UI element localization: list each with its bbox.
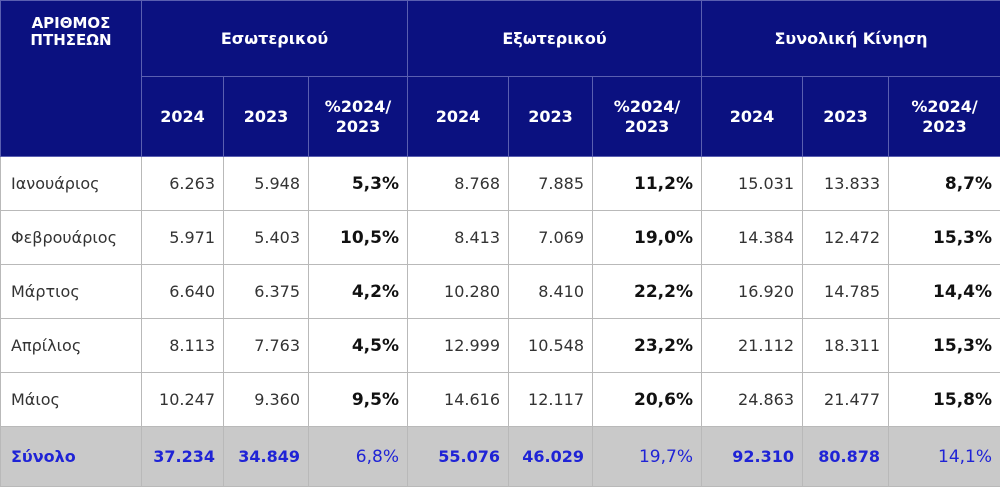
group-header-total: Συνολική Κίνηση bbox=[700, 0, 1000, 77]
pct-change-cell: 22,2% bbox=[592, 264, 702, 319]
pct-change-cell: 20,6% bbox=[592, 372, 702, 427]
pct-change-cell: 15,8% bbox=[887, 372, 1000, 427]
total-row: Σύνολο 37.234 34.849 6,8% 55.076 46.029 19,7% 9… bbox=[0, 426, 1000, 487]
value-cell: 37.234 bbox=[141, 426, 224, 487]
value-cell: 55.076 bbox=[407, 426, 509, 487]
pct-change-cell: 14,4% bbox=[887, 264, 1000, 319]
value-cell: 14.616 bbox=[407, 372, 509, 427]
month-cell: Μάρτιος bbox=[0, 264, 142, 319]
value-cell: 6.640 bbox=[141, 264, 224, 319]
value-cell: 10.548 bbox=[508, 318, 593, 373]
value-cell: 5.948 bbox=[223, 156, 309, 211]
subheader-2023: 2023 bbox=[223, 76, 309, 157]
subheader-2024: 2024 bbox=[407, 76, 509, 157]
subheader-pct: %2024/ 2023 bbox=[592, 76, 702, 157]
value-cell: 8.413 bbox=[407, 210, 509, 265]
table-row: Απρίλιος 8.113 7.763 4,5% 12.999 10.548 23,2% 2… bbox=[0, 318, 1000, 373]
value-cell: 5.971 bbox=[141, 210, 224, 265]
value-cell: 21.477 bbox=[802, 372, 889, 427]
table-row: Ιανουάριος 6.263 5.948 5,3% 8.768 7.885 11,2% 1… bbox=[0, 156, 1000, 211]
value-cell: 8.768 bbox=[407, 156, 509, 211]
value-cell: 15.031 bbox=[701, 156, 803, 211]
subheader-pct: %2024/ 2023 bbox=[308, 76, 408, 157]
total-label: Σύνολο bbox=[0, 426, 142, 487]
pct-change-cell: 11,2% bbox=[592, 156, 702, 211]
value-cell: 9.360 bbox=[223, 372, 309, 427]
value-cell: 14.785 bbox=[802, 264, 889, 319]
value-cell: 12.117 bbox=[508, 372, 593, 427]
pct-change-cell: 4,2% bbox=[308, 264, 408, 319]
value-cell: 5.403 bbox=[223, 210, 309, 265]
value-cell: 21.112 bbox=[701, 318, 803, 373]
value-cell: 6.375 bbox=[223, 264, 309, 319]
pct-change-cell: 15,3% bbox=[887, 210, 1000, 265]
month-cell: Μάιος bbox=[0, 372, 142, 427]
subheader-2023: 2023 bbox=[802, 76, 889, 157]
pct-change-cell: 4,5% bbox=[308, 318, 408, 373]
value-cell: 24.863 bbox=[701, 372, 803, 427]
pct-change-cell: 19,7% bbox=[592, 426, 702, 487]
value-cell: 7.763 bbox=[223, 318, 309, 373]
value-cell: 18.311 bbox=[802, 318, 889, 373]
corner-line-2: ΠΤΗΣΕΩΝ bbox=[30, 31, 112, 49]
subheader-pct: %2024/ 2023 bbox=[887, 76, 1000, 157]
value-cell: 34.849 bbox=[223, 426, 309, 487]
month-cell: Ιανουάριος bbox=[0, 156, 142, 211]
value-cell: 92.310 bbox=[701, 426, 803, 487]
table-body: Ιανουάριος 6.263 5.948 5,3% 8.768 7.885 11,2% 1… bbox=[0, 156, 1000, 487]
table-row: Μάιος 10.247 9.360 9,5% 14.616 12.117 20,6% 24.… bbox=[0, 372, 1000, 427]
value-cell: 80.878 bbox=[802, 426, 889, 487]
table-row: Φεβρουάριος 5.971 5.403 10,5% 8.413 7.069 19,0… bbox=[0, 210, 1000, 265]
group-header-domestic: Εσωτερικού bbox=[141, 0, 408, 77]
value-cell: 12.472 bbox=[802, 210, 889, 265]
value-cell: 7.069 bbox=[508, 210, 593, 265]
pct-change-cell: 14,1% bbox=[887, 426, 1000, 487]
value-cell: 10.247 bbox=[141, 372, 224, 427]
value-cell: 16.920 bbox=[701, 264, 803, 319]
value-cell: 14.384 bbox=[701, 210, 803, 265]
subheader-2024: 2024 bbox=[701, 76, 803, 157]
group-header-international: Εξωτερικού bbox=[407, 0, 702, 77]
subheader-2023: 2023 bbox=[508, 76, 593, 157]
value-cell: 8.113 bbox=[141, 318, 224, 373]
pct-change-cell: 23,2% bbox=[592, 318, 702, 373]
pct-change-cell: 15,3% bbox=[887, 318, 1000, 373]
pct-change-cell: 19,0% bbox=[592, 210, 702, 265]
pct-change-cell: 6,8% bbox=[308, 426, 408, 487]
value-cell: 6.263 bbox=[141, 156, 224, 211]
table-row: Μάρτιος 6.640 6.375 4,2% 10.280 8.410 22,2% 16.… bbox=[0, 264, 1000, 319]
value-cell: 12.999 bbox=[407, 318, 509, 373]
subheader-2024: 2024 bbox=[141, 76, 224, 157]
pct-change-cell: 5,3% bbox=[308, 156, 408, 211]
corner-header: ΑΡΙΘΜΟΣ ΠΤΗΣΕΩΝ bbox=[0, 0, 142, 157]
value-cell: 7.885 bbox=[508, 156, 593, 211]
pct-change-cell: 9,5% bbox=[308, 372, 408, 427]
value-cell: 8.410 bbox=[508, 264, 593, 319]
corner-line-1: ΑΡΙΘΜΟΣ bbox=[31, 14, 111, 32]
value-cell: 13.833 bbox=[802, 156, 889, 211]
value-cell: 46.029 bbox=[508, 426, 593, 487]
pct-change-cell: 10,5% bbox=[308, 210, 408, 265]
month-cell: Απρίλιος bbox=[0, 318, 142, 373]
pct-change-cell: 8,7% bbox=[887, 156, 1000, 211]
value-cell: 10.280 bbox=[407, 264, 509, 319]
month-cell: Φεβρουάριος bbox=[0, 210, 142, 265]
